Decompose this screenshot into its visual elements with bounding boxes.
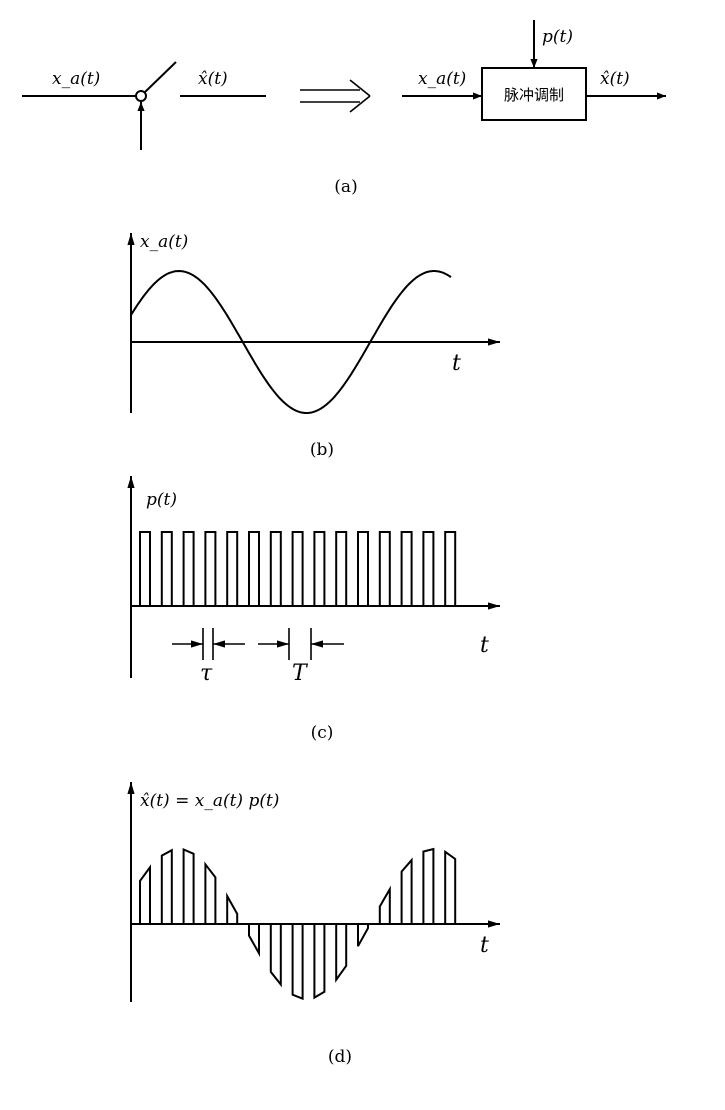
sample-pulse <box>160 848 173 924</box>
block-input-label: x_a(t) <box>418 69 466 89</box>
switch-output-label: x̂(t) <box>198 69 228 89</box>
switch-blade <box>144 61 177 93</box>
sample-pulse <box>269 924 282 988</box>
period-label: T <box>292 661 309 686</box>
sample-pulse <box>444 849 457 924</box>
panel-a: x_a(t) x̂(t) x_a(t) 脉冲调制 p(t) x̂(t) (a) <box>22 20 666 197</box>
sample-pulse <box>378 885 391 924</box>
y-label-d: x̂(t) = x_a(t) p(t) <box>140 791 279 811</box>
sine-wave-curve <box>130 269 452 414</box>
sample-pulse <box>335 924 348 983</box>
caption-a: (a) <box>334 177 357 197</box>
tau-dimension: τ <box>172 628 245 686</box>
sample-pulse <box>139 864 151 924</box>
pulse-input-label: p(t) <box>542 27 573 47</box>
caption-c: (c) <box>311 723 334 743</box>
x-label-c: t <box>480 633 489 658</box>
sample-pulse <box>248 924 260 958</box>
panel-c: p(t) t τ T (c) <box>127 476 500 743</box>
switch-input-label: x_a(t) <box>52 69 100 89</box>
sampled-signal <box>139 847 457 1001</box>
panel-b: x_a(t) t (b) <box>127 232 500 460</box>
equivalence-arrow <box>300 79 371 113</box>
block-output-label: x̂(t) <box>600 69 630 89</box>
panel-d: x̂(t) = x_a(t) p(t) t (d) <box>127 782 500 1067</box>
sample-pulse <box>400 857 413 924</box>
sample-pulse <box>291 924 304 1001</box>
y-label-c: p(t) <box>146 490 177 510</box>
pulse-train <box>131 531 457 607</box>
sample-pulse <box>313 924 326 1000</box>
sample-pulse <box>204 861 217 924</box>
sample-pulse <box>422 847 435 924</box>
x-label-d: t <box>480 933 489 958</box>
period-dimension: T <box>258 628 344 686</box>
sample-pulse <box>357 924 369 947</box>
x-label-b: t <box>452 351 461 376</box>
caption-d: (d) <box>328 1047 352 1067</box>
switch-pivot <box>135 90 147 102</box>
y-label-b: x_a(t) <box>140 232 188 252</box>
caption-b: (b) <box>310 440 334 460</box>
sample-pulse <box>226 892 239 924</box>
pulse-modulation-block-text: 脉冲调制 <box>504 86 564 104</box>
sample-pulse <box>182 847 195 924</box>
tau-label: τ <box>200 661 213 686</box>
